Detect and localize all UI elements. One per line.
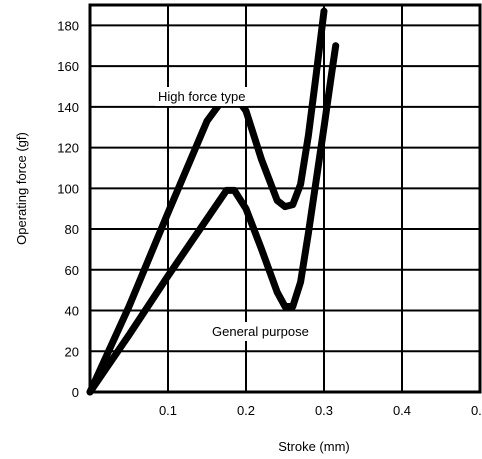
chart-grid <box>90 5 480 392</box>
x-tick-label: 0.5 <box>471 403 482 418</box>
x-tick-label: 0.3 <box>315 403 333 418</box>
series-line-1 <box>86 42 340 396</box>
y-tick-label: 20 <box>65 344 79 359</box>
y-tick-label: 60 <box>65 263 79 278</box>
force-curves <box>86 7 340 396</box>
y-tick-label: 80 <box>65 222 79 237</box>
y-tick-label: 40 <box>65 304 79 319</box>
annotation-background <box>155 87 249 106</box>
x-tick-label: 0.4 <box>393 403 411 418</box>
series-annotation: High force type <box>158 89 245 104</box>
plot-area-frame <box>88 3 482 394</box>
y-axis-ticks: 0 20 40 60 80 100 120 140 160 180 <box>57 18 79 400</box>
y-tick-label: 120 <box>57 141 79 156</box>
series-annotation: General purpose <box>212 324 309 339</box>
x-axis-ticks: 0.1 0.2 0.3 0.4 0.5 <box>159 403 482 418</box>
y-tick-label: 160 <box>57 59 79 74</box>
y-axis-label: Operating force (gf) <box>14 132 29 245</box>
curve-annotations: High force type General purpose <box>155 87 312 341</box>
x-axis-label: Stroke (mm) <box>278 439 350 454</box>
y-tick-label: 140 <box>57 100 79 115</box>
y-tick-label: 100 <box>57 181 79 196</box>
x-tick-label: 0.1 <box>159 403 177 418</box>
series-line-0 <box>86 7 328 396</box>
y-tick-label: 0 <box>72 385 79 400</box>
annotation-background <box>209 322 312 341</box>
x-tick-label: 0.2 <box>237 403 255 418</box>
y-tick-label: 180 <box>57 18 79 33</box>
